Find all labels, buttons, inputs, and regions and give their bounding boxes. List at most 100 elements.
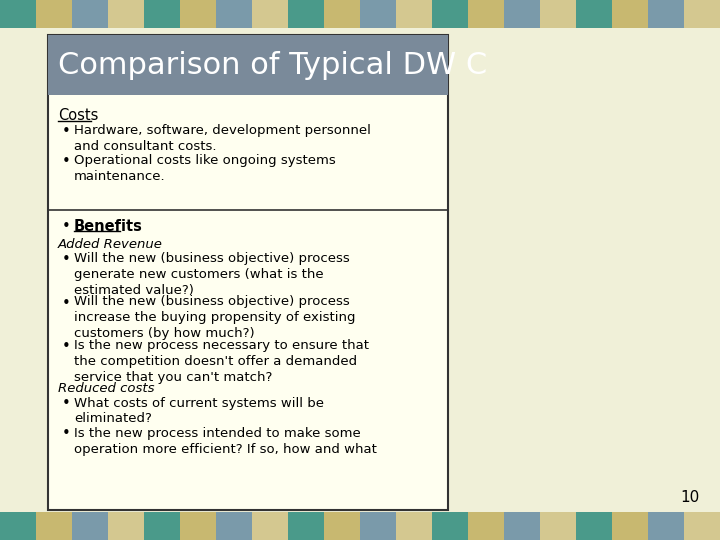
- Bar: [180, 521, 216, 531]
- Bar: [72, 512, 108, 521]
- Bar: [180, 512, 216, 521]
- Bar: [468, 521, 504, 531]
- Bar: [72, 521, 108, 531]
- Bar: [468, 9, 504, 19]
- Bar: [468, 531, 504, 540]
- Bar: [0, 0, 36, 9]
- Bar: [432, 19, 468, 28]
- Bar: [504, 9, 540, 19]
- Bar: [432, 9, 468, 19]
- Bar: [576, 512, 612, 521]
- Bar: [324, 521, 360, 531]
- Bar: [0, 19, 36, 28]
- Text: •: •: [62, 396, 71, 411]
- Bar: [144, 531, 180, 540]
- Bar: [612, 521, 648, 531]
- Bar: [108, 9, 144, 19]
- Bar: [288, 0, 324, 9]
- Bar: [36, 0, 72, 9]
- Bar: [36, 9, 72, 19]
- Bar: [180, 19, 216, 28]
- Bar: [252, 9, 288, 19]
- Bar: [648, 0, 684, 9]
- Bar: [48, 35, 448, 510]
- Bar: [432, 521, 468, 531]
- Bar: [648, 19, 684, 28]
- Bar: [216, 512, 252, 521]
- Bar: [288, 531, 324, 540]
- Bar: [288, 512, 324, 521]
- Text: •: •: [62, 252, 71, 267]
- Bar: [540, 0, 576, 9]
- Text: •: •: [62, 427, 71, 442]
- Bar: [108, 521, 144, 531]
- Bar: [108, 531, 144, 540]
- Bar: [216, 0, 252, 9]
- Bar: [468, 512, 504, 521]
- Bar: [0, 512, 36, 521]
- Bar: [396, 9, 432, 19]
- Text: •: •: [62, 154, 71, 169]
- Bar: [576, 521, 612, 531]
- Bar: [0, 9, 36, 19]
- Bar: [216, 9, 252, 19]
- Bar: [612, 531, 648, 540]
- Bar: [180, 0, 216, 9]
- Bar: [360, 0, 396, 9]
- Bar: [648, 531, 684, 540]
- Bar: [576, 531, 612, 540]
- Text: Hardware, software, development personnel
and consultant costs.: Hardware, software, development personne…: [74, 124, 371, 153]
- Bar: [144, 9, 180, 19]
- Text: Will the new (business objective) process
generate new customers (what is the
es: Will the new (business objective) proces…: [74, 252, 350, 297]
- Bar: [576, 19, 612, 28]
- Bar: [48, 35, 448, 95]
- Bar: [612, 0, 648, 9]
- Bar: [504, 512, 540, 521]
- Text: Is the new process intended to make some
operation more efficient? If so, how an: Is the new process intended to make some…: [74, 427, 377, 456]
- Bar: [288, 9, 324, 19]
- Bar: [252, 19, 288, 28]
- Bar: [72, 19, 108, 28]
- Bar: [324, 19, 360, 28]
- Text: Will the new (business objective) process
increase the buying propensity of exis: Will the new (business objective) proces…: [74, 295, 356, 341]
- Text: Is the new process necessary to ensure that
the competition doesn't offer a dema: Is the new process necessary to ensure t…: [74, 339, 369, 384]
- Bar: [36, 512, 72, 521]
- Bar: [684, 0, 720, 9]
- Bar: [144, 512, 180, 521]
- Bar: [36, 531, 72, 540]
- Bar: [648, 512, 684, 521]
- Text: Reduced costs: Reduced costs: [58, 382, 155, 395]
- Bar: [396, 531, 432, 540]
- Bar: [684, 521, 720, 531]
- Bar: [432, 0, 468, 9]
- Bar: [396, 0, 432, 9]
- Bar: [0, 521, 36, 531]
- Bar: [72, 0, 108, 9]
- Text: Comparison of Typical DW C: Comparison of Typical DW C: [58, 51, 487, 79]
- Bar: [252, 0, 288, 9]
- Bar: [648, 9, 684, 19]
- Bar: [432, 531, 468, 540]
- Bar: [324, 0, 360, 9]
- Bar: [252, 531, 288, 540]
- Bar: [684, 512, 720, 521]
- Bar: [36, 521, 72, 531]
- Bar: [324, 531, 360, 540]
- Bar: [540, 9, 576, 19]
- Bar: [432, 512, 468, 521]
- Bar: [504, 19, 540, 28]
- Bar: [684, 531, 720, 540]
- Bar: [216, 521, 252, 531]
- Bar: [180, 9, 216, 19]
- Text: •: •: [62, 124, 71, 139]
- Bar: [612, 9, 648, 19]
- Bar: [180, 531, 216, 540]
- Bar: [144, 0, 180, 9]
- Bar: [288, 521, 324, 531]
- Bar: [576, 9, 612, 19]
- Bar: [468, 0, 504, 9]
- Bar: [396, 512, 432, 521]
- Bar: [648, 521, 684, 531]
- Bar: [144, 521, 180, 531]
- Bar: [144, 19, 180, 28]
